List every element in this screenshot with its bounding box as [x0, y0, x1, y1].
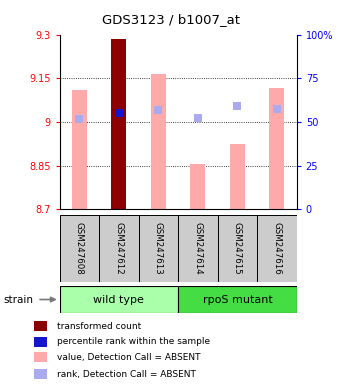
Text: GSM247608: GSM247608: [75, 222, 84, 275]
Text: transformed count: transformed count: [57, 322, 142, 331]
Point: [274, 106, 280, 112]
Bar: [60, 286, 178, 313]
Text: percentile rank within the sample: percentile rank within the sample: [57, 337, 210, 346]
Text: GSM247614: GSM247614: [193, 222, 203, 275]
Point: [235, 103, 240, 109]
Bar: [34, 321, 47, 331]
Text: wild type: wild type: [93, 295, 144, 305]
Point: [77, 116, 82, 122]
Bar: [151, 74, 166, 209]
Text: rank, Detection Call = ABSENT: rank, Detection Call = ABSENT: [57, 369, 196, 379]
Bar: [257, 215, 297, 282]
Text: GSM247616: GSM247616: [272, 222, 281, 275]
Bar: [178, 215, 218, 282]
Bar: [60, 215, 99, 282]
Bar: [34, 352, 47, 362]
Text: rpoS mutant: rpoS mutant: [203, 295, 272, 305]
Text: GDS3123 / b1007_at: GDS3123 / b1007_at: [102, 13, 239, 26]
Text: GSM247612: GSM247612: [115, 222, 123, 275]
Bar: [269, 88, 284, 209]
Bar: [72, 90, 87, 209]
Bar: [230, 144, 245, 209]
Bar: [218, 215, 257, 282]
Bar: [139, 215, 178, 282]
Point: [195, 114, 201, 121]
Bar: [112, 39, 127, 209]
Text: value, Detection Call = ABSENT: value, Detection Call = ABSENT: [57, 353, 201, 362]
Bar: [99, 215, 139, 282]
Point: [156, 107, 161, 113]
Point: [116, 110, 122, 116]
Text: GSM247615: GSM247615: [233, 222, 242, 275]
Bar: [178, 286, 297, 313]
Bar: [190, 164, 205, 209]
Text: GSM247613: GSM247613: [154, 222, 163, 275]
Bar: [34, 337, 47, 347]
Text: strain: strain: [3, 295, 33, 305]
Bar: [34, 369, 47, 379]
